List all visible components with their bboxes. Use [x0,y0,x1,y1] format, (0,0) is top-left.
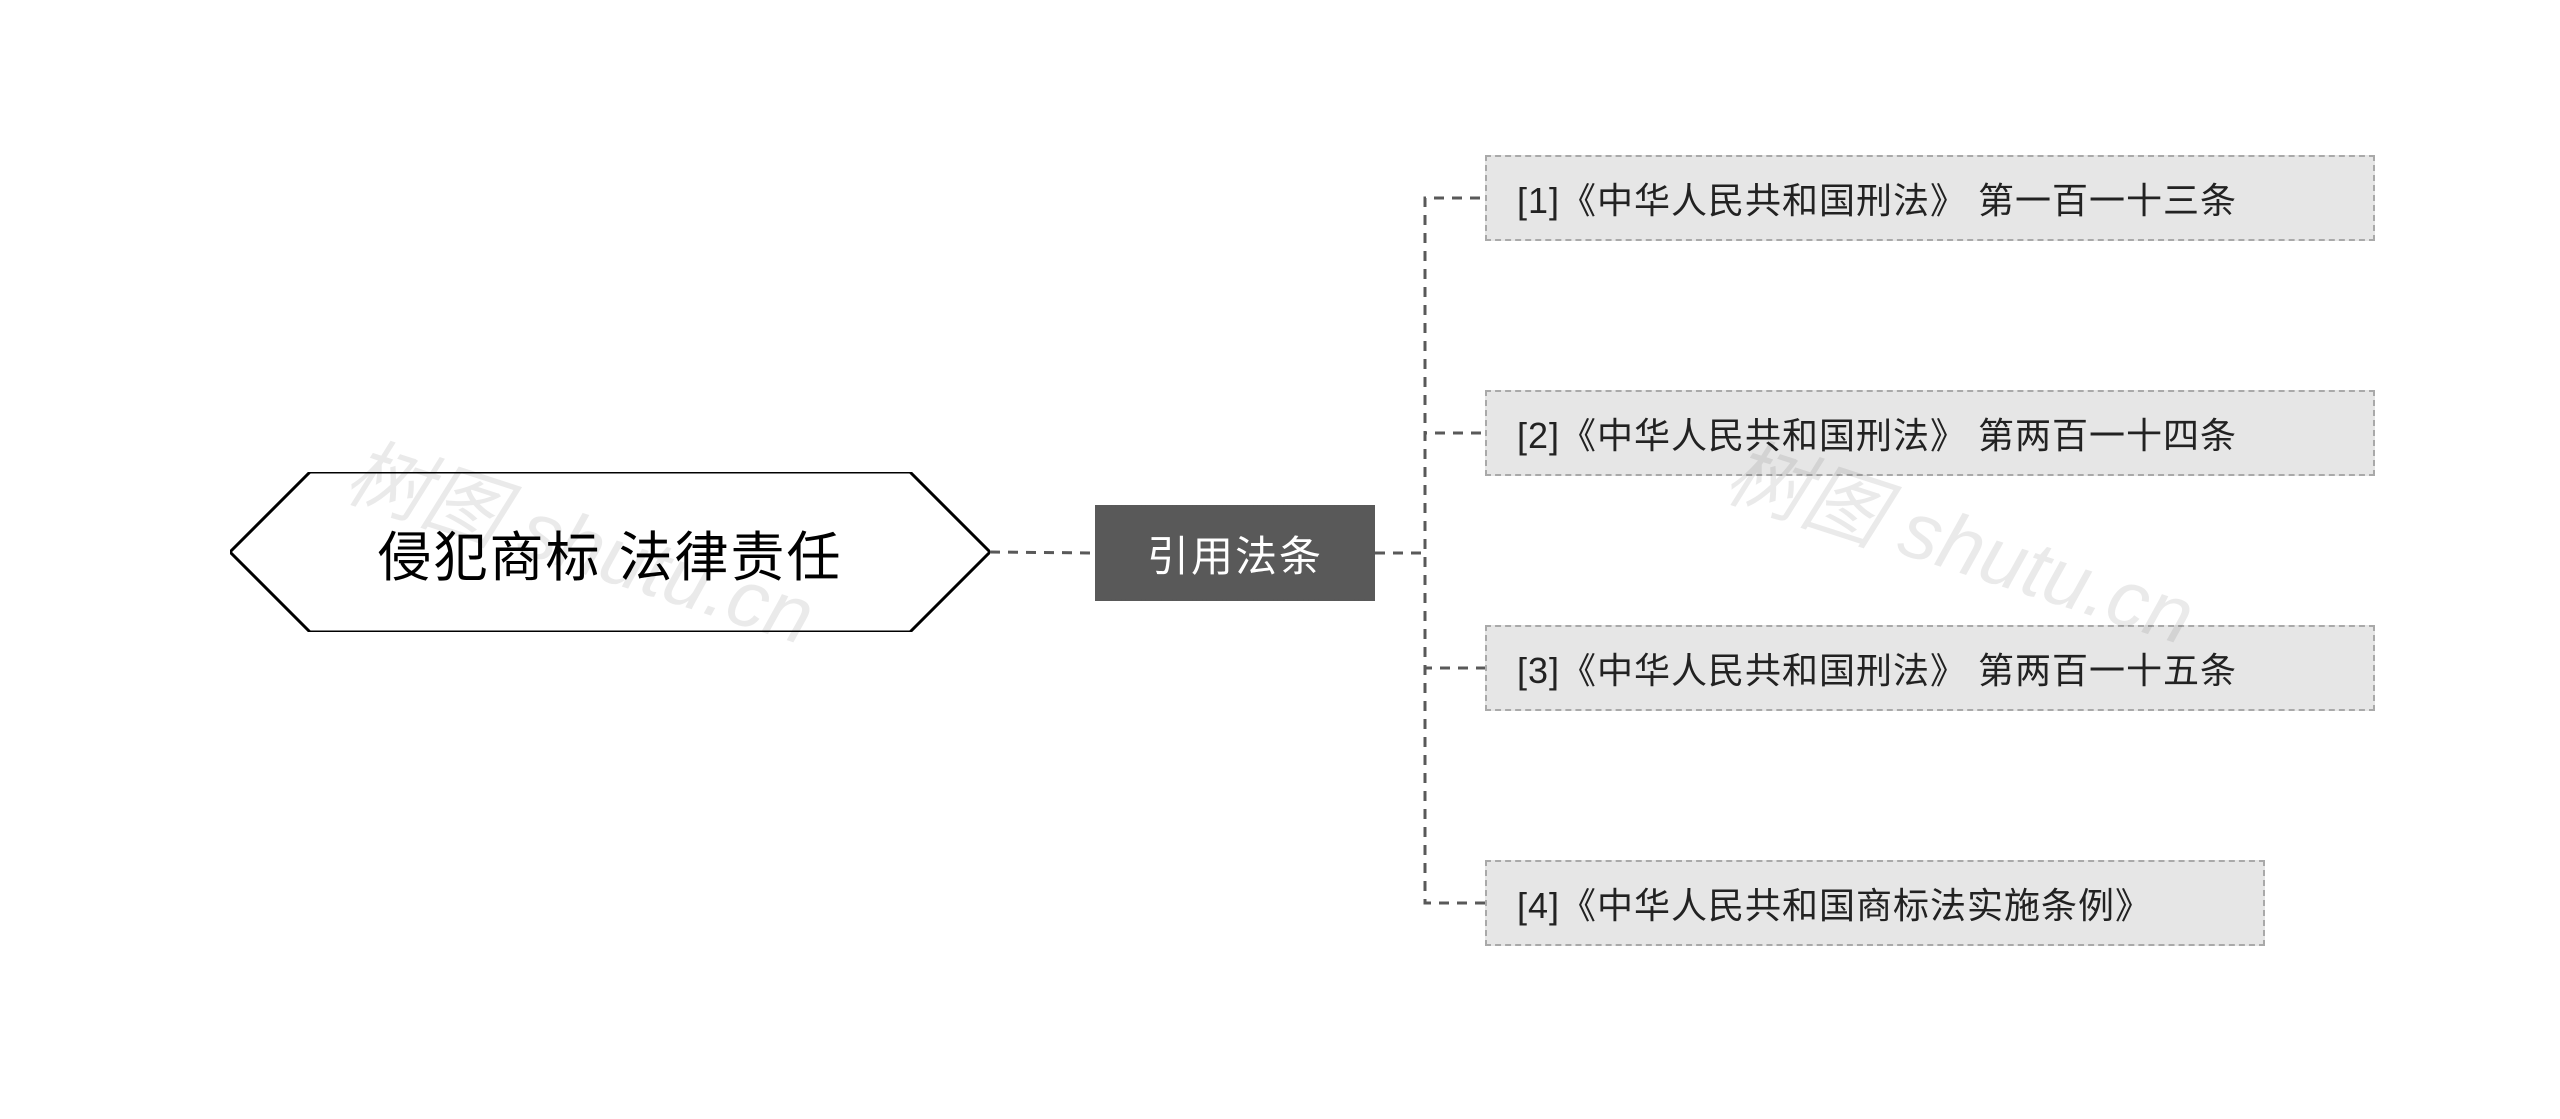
leaf-node-1: [1]《中华人民共和国刑法》 第一百一十三条 [1485,155,2375,241]
leaf-label: [2]《中华人民共和国刑法》 第两百一十四条 [1517,407,2237,459]
leaf-label: [1]《中华人民共和国刑法》 第一百一十三条 [1517,172,2237,224]
root-node: 侵犯商标 法律责任 [230,472,990,632]
leaf-node-4: [4]《中华人民共和国商标法实施条例》 [1485,860,2265,946]
mid-node: 引用法条 [1095,505,1375,601]
root-label: 侵犯商标 法律责任 [377,513,842,592]
leaf-label: [4]《中华人民共和国商标法实施条例》 [1517,877,2152,929]
leaf-node-2: [2]《中华人民共和国刑法》 第两百一十四条 [1485,390,2375,476]
leaf-label: [3]《中华人民共和国刑法》 第两百一十五条 [1517,642,2237,694]
mindmap-canvas: 侵犯商标 法律责任 引用法条 [1]《中华人民共和国刑法》 第一百一十三条 [2]… [0,0,2560,1119]
leaf-node-3: [3]《中华人民共和国刑法》 第两百一十五条 [1485,625,2375,711]
mid-label: 引用法条 [1147,523,1323,584]
